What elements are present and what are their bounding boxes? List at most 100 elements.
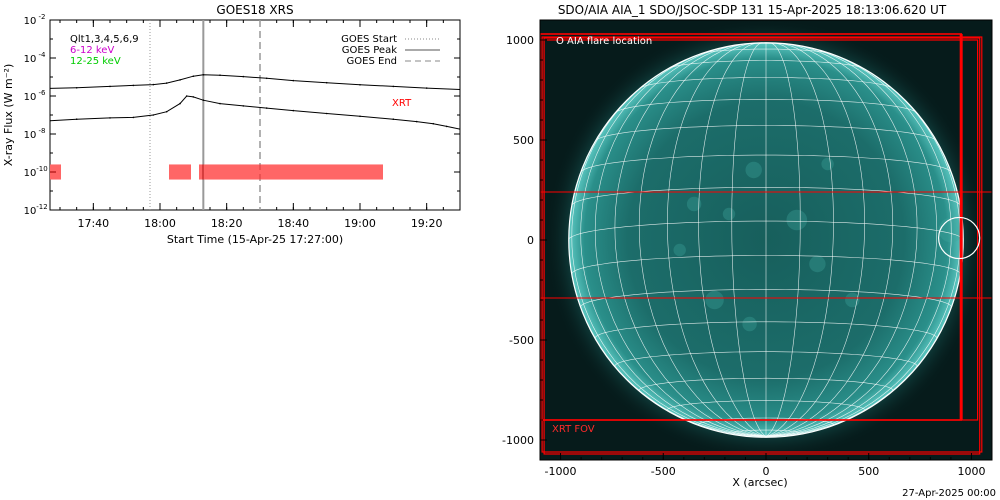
goes-short-point xyxy=(202,99,205,101)
goes-short-point xyxy=(132,116,135,119)
goes-y-tick-exponent: -8 xyxy=(39,127,46,135)
sun-bright-patch xyxy=(686,196,702,212)
goes-series-group xyxy=(50,74,460,130)
goes-long-point xyxy=(152,83,155,86)
grid-line xyxy=(765,42,834,437)
xrt-fov-label: XRT FOV xyxy=(552,424,595,435)
goes-long-point xyxy=(165,82,168,84)
sun-bright-patch xyxy=(673,243,686,257)
goes-long-point xyxy=(179,79,181,81)
goes-x-tick-label: 18:20 xyxy=(211,217,243,230)
grid-line xyxy=(667,43,767,437)
goes-short-point xyxy=(75,118,78,120)
aia-x-tick-label: -500 xyxy=(651,465,676,478)
goes-short-point xyxy=(415,120,418,123)
goes-y-tick-exponent: -12 xyxy=(36,203,47,211)
grid-line xyxy=(571,68,767,437)
goes-short-point xyxy=(50,119,51,122)
legend-quality-flags: Qlt1,3,4,5,6,9 xyxy=(70,34,139,45)
goes-long-point xyxy=(219,74,221,76)
aia-title: SDO/AIA AIA_1 SDO/JSOC-SDP 131 15-Apr-20… xyxy=(558,3,947,17)
sun-bright-patch xyxy=(821,157,834,171)
legend-goes-peak: GOES Peak xyxy=(342,45,397,56)
goes-short-point xyxy=(152,114,155,116)
goes-long-point xyxy=(132,84,135,87)
goes-y-tick-label: 10 xyxy=(24,168,37,179)
goes-x-tick-label: 18:40 xyxy=(277,217,309,230)
goes-long-point xyxy=(292,79,295,82)
goes-y-tick-label: 10 xyxy=(24,206,37,217)
aia-flare-legend: O AIA flare location xyxy=(556,36,652,47)
aia-x-axis: -1000 -500 0 500 1000 xyxy=(539,453,993,478)
aia-x-tick-label: 1000 xyxy=(957,465,985,478)
goes-y-tick-exponent: -2 xyxy=(39,13,46,21)
sun-limb-outline xyxy=(568,42,964,438)
xrt-fov-box xyxy=(543,37,981,455)
goes-short-point xyxy=(265,107,268,109)
aia-y-tick-label: -1000 xyxy=(502,434,534,447)
goes-short-point xyxy=(392,118,395,120)
aia-x-tick-label: -1000 xyxy=(545,465,577,478)
sun-bright-patch xyxy=(786,209,808,231)
grid-line xyxy=(765,43,865,437)
goes-chart-title: GOES18 XRS xyxy=(216,3,293,17)
goes-short-point xyxy=(242,105,245,107)
goes-long-channel-line xyxy=(50,74,460,90)
goes-short-point xyxy=(325,112,328,115)
sun-bright-patch xyxy=(809,255,826,273)
grid-line xyxy=(614,43,767,437)
legend-6-12-kev: 6-12 keV xyxy=(70,45,114,56)
aia-image-panel: SDO/AIA AIA_1 SDO/JSOC-SDP 131 15-Apr-20… xyxy=(502,3,996,499)
legend-goes-start: GOES Start xyxy=(341,34,397,45)
aia-x-axis-label: X (arcsec) xyxy=(732,476,787,489)
goes-short-point xyxy=(445,125,448,128)
xrt-fov-box xyxy=(541,36,983,453)
goes-short-point xyxy=(219,102,221,105)
grid-line xyxy=(594,45,767,437)
grid-line xyxy=(765,45,938,437)
aia-y-tick-label: -500 xyxy=(509,334,534,347)
goes-short-point xyxy=(165,110,168,113)
aia-x-tick-label: 500 xyxy=(858,465,879,478)
sun-bright-patch xyxy=(745,161,762,179)
goes-long-point xyxy=(50,87,51,90)
goes-x-axis-label: Start Time (15-Apr-25 17:27:00) xyxy=(167,233,343,246)
goes-y-tick-label: 10 xyxy=(24,54,37,65)
xrt-observation-ticks xyxy=(50,164,383,180)
goes-x-tick-label: 17:40 xyxy=(77,217,109,230)
goes-x-tick-label: 18:00 xyxy=(144,217,176,230)
goes-long-point xyxy=(325,81,328,84)
render-timestamp: 27-Apr-2025 00:00 xyxy=(902,488,996,499)
aia-y-axis: 1000 500 0 -500 -1000 xyxy=(502,19,547,461)
xrt-fov-boxes xyxy=(540,33,992,455)
goes-long-point xyxy=(109,85,111,88)
legend-12-25-kev: 12-25 keV xyxy=(70,56,121,67)
sun-bright-patch xyxy=(722,207,736,221)
sun-bright-patch xyxy=(845,292,860,308)
grid-line xyxy=(765,51,952,437)
goes-short-point xyxy=(109,117,111,119)
goes-long-point xyxy=(392,85,395,88)
sun-bright-patch xyxy=(705,290,724,310)
aia-y-tick-label: 500 xyxy=(513,134,534,147)
grid-line xyxy=(765,68,961,437)
goes-short-point xyxy=(359,115,361,118)
grid-line xyxy=(765,43,918,437)
goes-short-point xyxy=(432,122,435,125)
grid-line xyxy=(698,42,767,437)
goes-y-tick-label: 10 xyxy=(24,16,37,27)
goes-short-point xyxy=(179,102,181,105)
grid-line xyxy=(765,43,894,437)
grid-line xyxy=(765,42,801,437)
aia-x-tick-label: 0 xyxy=(763,465,770,478)
goes-long-point xyxy=(459,88,460,91)
flare-location-marker xyxy=(937,216,981,260)
legend-goes-end: GOES End xyxy=(347,56,397,67)
goes-short-point xyxy=(292,109,295,112)
goes-x-tick-label: 19:00 xyxy=(344,217,376,230)
xrt-fov-box xyxy=(540,191,992,299)
goes-long-point xyxy=(359,84,361,86)
